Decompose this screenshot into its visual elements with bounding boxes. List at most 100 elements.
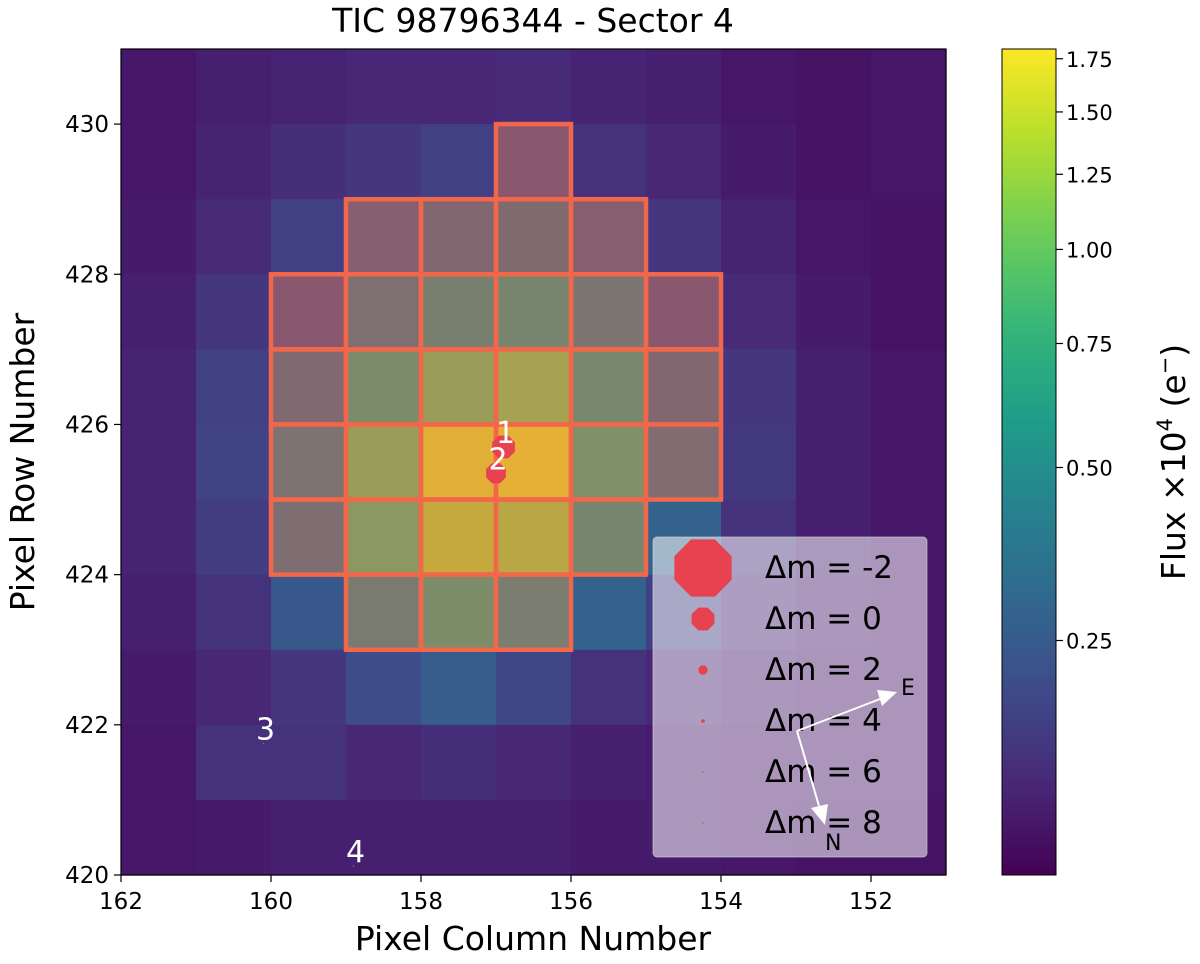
heatmap-cell xyxy=(796,124,872,200)
heatmap-cell xyxy=(121,199,197,275)
heatmap-cell xyxy=(796,199,872,275)
legend-entry: Δm = -2 xyxy=(765,550,893,586)
y-axis-ticks: 420 422 424 426 428 430 xyxy=(65,112,121,889)
heatmap-cell xyxy=(271,649,347,726)
heatmap-cell xyxy=(571,649,647,726)
heatmap-cell xyxy=(196,124,272,200)
heatmap-cell xyxy=(121,124,197,200)
aperture-pixel xyxy=(343,497,424,577)
aperture-pixel xyxy=(568,196,649,277)
aperture-pixel xyxy=(418,572,499,652)
heatmap-cell xyxy=(421,649,497,726)
heatmap-cell xyxy=(121,499,197,576)
y-tick-label: 424 xyxy=(65,563,109,589)
colorbar-tick-label: 1.75 xyxy=(1066,48,1113,72)
heatmap-cell xyxy=(271,574,347,651)
aperture-pixel xyxy=(418,196,499,277)
heatmap-cell xyxy=(796,349,872,426)
aperture-pixel xyxy=(268,272,349,352)
x-tick-label: 156 xyxy=(549,889,593,915)
chart-title: TIC 98796344 - Sector 4 xyxy=(331,1,734,40)
heatmap-cell xyxy=(571,424,647,501)
heatmap-cell xyxy=(421,499,497,576)
heatmap-cell xyxy=(646,424,722,501)
plot-frame xyxy=(120,48,947,876)
legend: Δm = -2 Δm = 0 Δm = 2 Δm = 4 Δm = 6 Δm =… xyxy=(652,536,928,858)
aperture-pixel xyxy=(493,572,574,652)
aperture-pixel xyxy=(568,497,649,577)
heatmap-cell xyxy=(646,199,722,275)
heatmap-cell xyxy=(346,574,422,651)
heatmap-cell xyxy=(271,499,347,576)
aperture-pixel xyxy=(418,497,499,577)
heatmap-cell xyxy=(271,124,347,200)
heatmap-cell xyxy=(496,49,572,125)
heatmap-cell xyxy=(571,349,647,426)
heatmap-cell xyxy=(346,349,422,426)
heatmap-cell xyxy=(121,799,197,876)
heatmap-cell xyxy=(121,649,197,726)
heatmap-cell xyxy=(496,124,572,200)
heatmap-cell xyxy=(271,424,347,501)
heatmap-cell xyxy=(121,574,197,651)
compass-east-label: E xyxy=(901,676,915,701)
heatmap-cell xyxy=(421,424,497,501)
source-marker xyxy=(352,865,355,867)
colorbar-tick-label: 1.00 xyxy=(1066,238,1113,262)
compass-north-arrowhead xyxy=(811,804,828,825)
heatmap-cell xyxy=(721,274,797,350)
compass: E N xyxy=(796,676,915,856)
legend-marker xyxy=(698,665,708,675)
heatmap-cell xyxy=(721,199,797,275)
heatmap-cell xyxy=(421,574,497,651)
legend-labels: Δm = -2 Δm = 0 Δm = 2 Δm = 4 Δm = 6 Δm =… xyxy=(765,550,893,841)
heatmap-cell xyxy=(421,274,497,350)
heatmap-cell xyxy=(421,349,497,426)
colorbar-tick-label: 0.25 xyxy=(1066,630,1113,654)
heatmap-cell xyxy=(571,199,647,275)
x-axis-label: Pixel Column Number xyxy=(355,919,712,958)
heatmap-cell xyxy=(646,49,722,125)
heatmap-cell xyxy=(721,349,797,426)
heatmap-cell xyxy=(421,49,497,125)
heatmap-cell xyxy=(271,199,347,275)
legend-marker xyxy=(701,719,705,723)
heatmap-cell xyxy=(196,799,272,876)
aperture-pixel xyxy=(643,272,724,352)
aperture-pixel xyxy=(493,196,574,277)
heatmap-cell xyxy=(346,274,422,350)
heatmap-cell xyxy=(871,349,947,426)
heatmap-cell xyxy=(496,799,572,876)
heatmap-cell xyxy=(196,724,272,801)
heatmap-cell xyxy=(346,649,422,726)
heatmap-cell xyxy=(646,124,722,200)
heatmap-cell xyxy=(871,274,947,350)
x-tick-label: 158 xyxy=(399,889,443,915)
heatmap-cell xyxy=(346,724,422,801)
heatmap-cell xyxy=(196,574,272,651)
heatmap-cell xyxy=(271,49,347,125)
y-tick-label: 422 xyxy=(65,713,109,739)
aperture-pixel xyxy=(643,347,724,427)
legend-entry: Δm = 4 xyxy=(765,703,882,739)
compass-north-arrow xyxy=(796,730,820,807)
heatmap-cell xyxy=(496,199,572,275)
heatmap-cell xyxy=(196,49,272,125)
heatmap-cell xyxy=(346,124,422,200)
heatmap-cell xyxy=(496,274,572,350)
aperture-pixel xyxy=(418,347,499,427)
heatmap-cell xyxy=(421,124,497,200)
colorbar-tick-label: 0.50 xyxy=(1066,456,1113,480)
aperture-pixel xyxy=(568,272,649,352)
aperture-mask xyxy=(268,121,724,652)
heatmap-cell xyxy=(421,199,497,275)
heatmap-cell xyxy=(571,274,647,350)
source-markers: 12 3 4 xyxy=(256,416,515,870)
x-tick-label: 152 xyxy=(849,889,893,915)
y-tick-label: 428 xyxy=(65,262,109,288)
colorbar-ticks: 0.25 0.50 0.75 1.00 1.25 1.50 1.75 xyxy=(1056,48,1113,654)
heatmap-cell xyxy=(796,424,872,501)
aperture-pixel xyxy=(568,422,649,502)
aperture-pixel xyxy=(493,347,574,427)
